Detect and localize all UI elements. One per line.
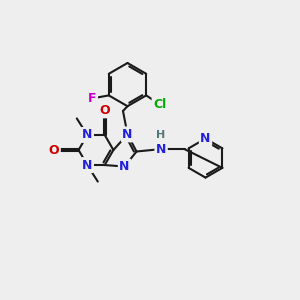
Text: N: N (200, 132, 211, 145)
Text: N: N (156, 142, 166, 156)
Text: N: N (82, 128, 92, 141)
Text: N: N (122, 128, 133, 141)
Text: F: F (88, 92, 97, 105)
Text: N: N (119, 160, 130, 173)
Text: H: H (157, 130, 166, 140)
Text: O: O (49, 143, 59, 157)
Text: N: N (82, 159, 92, 172)
Text: O: O (99, 104, 110, 117)
Text: Cl: Cl (153, 98, 166, 111)
